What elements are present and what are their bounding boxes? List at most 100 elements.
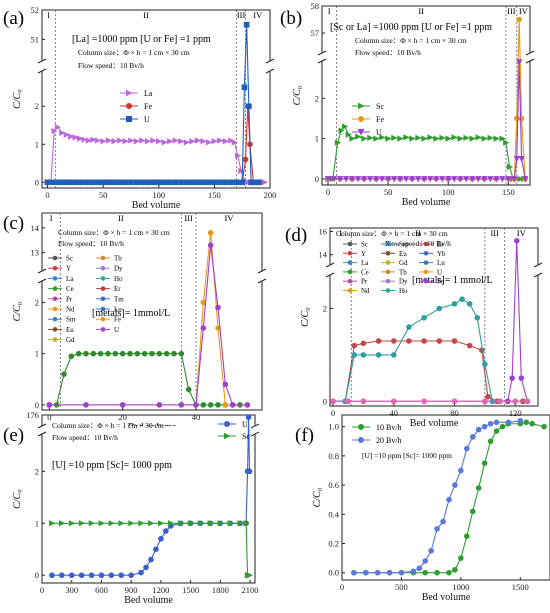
panel-a-annotation: Column size：Φ × h = 1 cm × 30 cm	[78, 48, 190, 57]
panel-e-data-point	[49, 520, 56, 527]
panel-c-data-point	[185, 386, 192, 393]
panel-c-ylabel: C/C₀	[12, 301, 23, 321]
panel-a-data-point	[44, 179, 51, 186]
panel-d-annotation: [metals]= 1 mmol/L	[412, 275, 493, 286]
panel-b-xlabel: Bed volume	[402, 197, 451, 208]
panel-c-annotation: [metals]= 1mmol/L	[92, 308, 170, 319]
panel-e-data-point	[138, 520, 145, 527]
panel-a-data-point	[144, 179, 151, 186]
panel-a-data-point	[246, 103, 252, 110]
panel-d-series-3	[330, 398, 531, 405]
panel-a-data-point	[206, 139, 213, 146]
panel-d-data-point	[518, 375, 525, 381]
panel-d-data-point	[436, 338, 443, 344]
panel-a-data-point	[67, 179, 73, 186]
panel-f-data-point	[529, 420, 535, 427]
panel-f-xtick-label: 500	[395, 582, 408, 592]
panel-c-data-point	[90, 350, 97, 357]
panel-b-data-point	[379, 134, 386, 141]
panel-e-data-point	[88, 520, 95, 527]
panel-c-legend-marker	[52, 296, 58, 302]
panel-e-data-point	[153, 546, 159, 553]
panel-c-legend-marker	[100, 316, 106, 322]
panel-a-ytick-label: 0	[35, 177, 39, 187]
panel-a-axis-break-gap	[39, 61, 273, 71]
panel-f-annotation: [U] =10 ppm [Sc]= 1000 ppm	[362, 451, 452, 460]
panel-a-series-line	[47, 106, 259, 183]
panel-e-data-point	[78, 572, 85, 579]
panel-b-data-point	[385, 176, 392, 183]
panel-f-data-point	[386, 569, 393, 576]
panel-d-data-point	[436, 305, 443, 312]
panel-b-region-label: III	[507, 6, 516, 16]
panel-f-ytick-label: 0.2	[328, 538, 339, 548]
panel-d-xtick-label: 80	[450, 408, 459, 418]
panel-b-series-line	[328, 125, 524, 180]
panel-e-xtick-label: 1500	[182, 585, 199, 595]
panel-a-data-point	[222, 179, 229, 186]
panel-f-data-point	[469, 508, 476, 515]
panel-a-data-point	[183, 139, 191, 146]
panel-e-xtick-label: 1800	[212, 585, 229, 595]
panel-e-label: (e)	[3, 425, 24, 446]
panel-d-legend-marker	[347, 278, 353, 284]
panel-b-data-point	[481, 135, 488, 142]
panel-c-region-label: I	[50, 213, 53, 223]
panel-c-data-point	[215, 402, 221, 408]
panel-d-legend-marker	[423, 251, 429, 256]
panel-c-data-point	[61, 371, 67, 377]
panel-f-data-point	[428, 547, 434, 554]
panel-a-break-mark	[265, 58, 275, 64]
panel-e-data-point	[158, 536, 164, 542]
panel-e-data-point	[207, 520, 214, 527]
panel-a-data-point	[244, 179, 252, 186]
panel-d-data-point	[360, 352, 367, 358]
panel-a-data-point	[111, 138, 118, 145]
panel-b-data-point	[360, 176, 368, 183]
panel-d-legend-label: U	[437, 268, 442, 276]
panel-c-data-point	[105, 350, 111, 357]
panel-b-data-point	[445, 176, 452, 183]
panel-b-data-point	[457, 135, 464, 142]
panel-b-region-label: IV	[519, 6, 529, 16]
panel-a-label: (a)	[3, 8, 24, 29]
panel-b-data-point	[493, 176, 500, 183]
panel-b-xtick-label: 0	[326, 187, 330, 197]
panel-b-data-point	[372, 176, 380, 183]
panel-c-data-point	[222, 402, 229, 408]
panel-d-data-point	[351, 352, 358, 358]
panel-e-data-point	[59, 520, 66, 527]
panel-f-data-point	[398, 569, 405, 576]
panel-c-legend-marker	[52, 306, 58, 312]
panel-f-data-point	[517, 418, 524, 424]
panel-c-legend-label: Y	[66, 265, 71, 273]
panel-c-data-point	[141, 350, 148, 357]
panel-c-legend-marker	[100, 276, 106, 281]
panel-a-data-point	[161, 139, 168, 146]
panel-f-data-point	[464, 533, 470, 539]
panel-c-xtick-label: 40	[192, 412, 201, 422]
panel-d-legend-marker	[385, 288, 391, 293]
panel-f-data-point	[493, 419, 500, 426]
panel-e-break-mark	[37, 431, 47, 437]
panel-f-data-point	[493, 428, 500, 434]
panel-a-data-point	[167, 179, 173, 186]
panel-a-data-point	[211, 179, 218, 186]
panel-f-series-1	[351, 418, 524, 576]
panel-c-legend-marker	[52, 316, 58, 322]
panel-a-data-point	[128, 137, 135, 144]
panel-f-legend-label: 10 Bv/h	[376, 423, 402, 432]
panel-e-data-point	[108, 520, 115, 527]
panel-e-data-point	[49, 572, 55, 579]
panel-c-data-point	[200, 402, 207, 408]
panel-a-data-point	[59, 129, 66, 136]
panel-f-data-point	[458, 467, 464, 474]
panel-f-data-point	[458, 555, 464, 561]
panel-d-series-line	[333, 340, 523, 402]
panel-b-data-point	[445, 135, 452, 142]
panel-c-legend-label: Tb	[114, 255, 122, 263]
panel-a-data-point	[122, 138, 129, 145]
panel-f-data-point	[422, 569, 429, 576]
panel-e-data-point	[158, 520, 165, 527]
